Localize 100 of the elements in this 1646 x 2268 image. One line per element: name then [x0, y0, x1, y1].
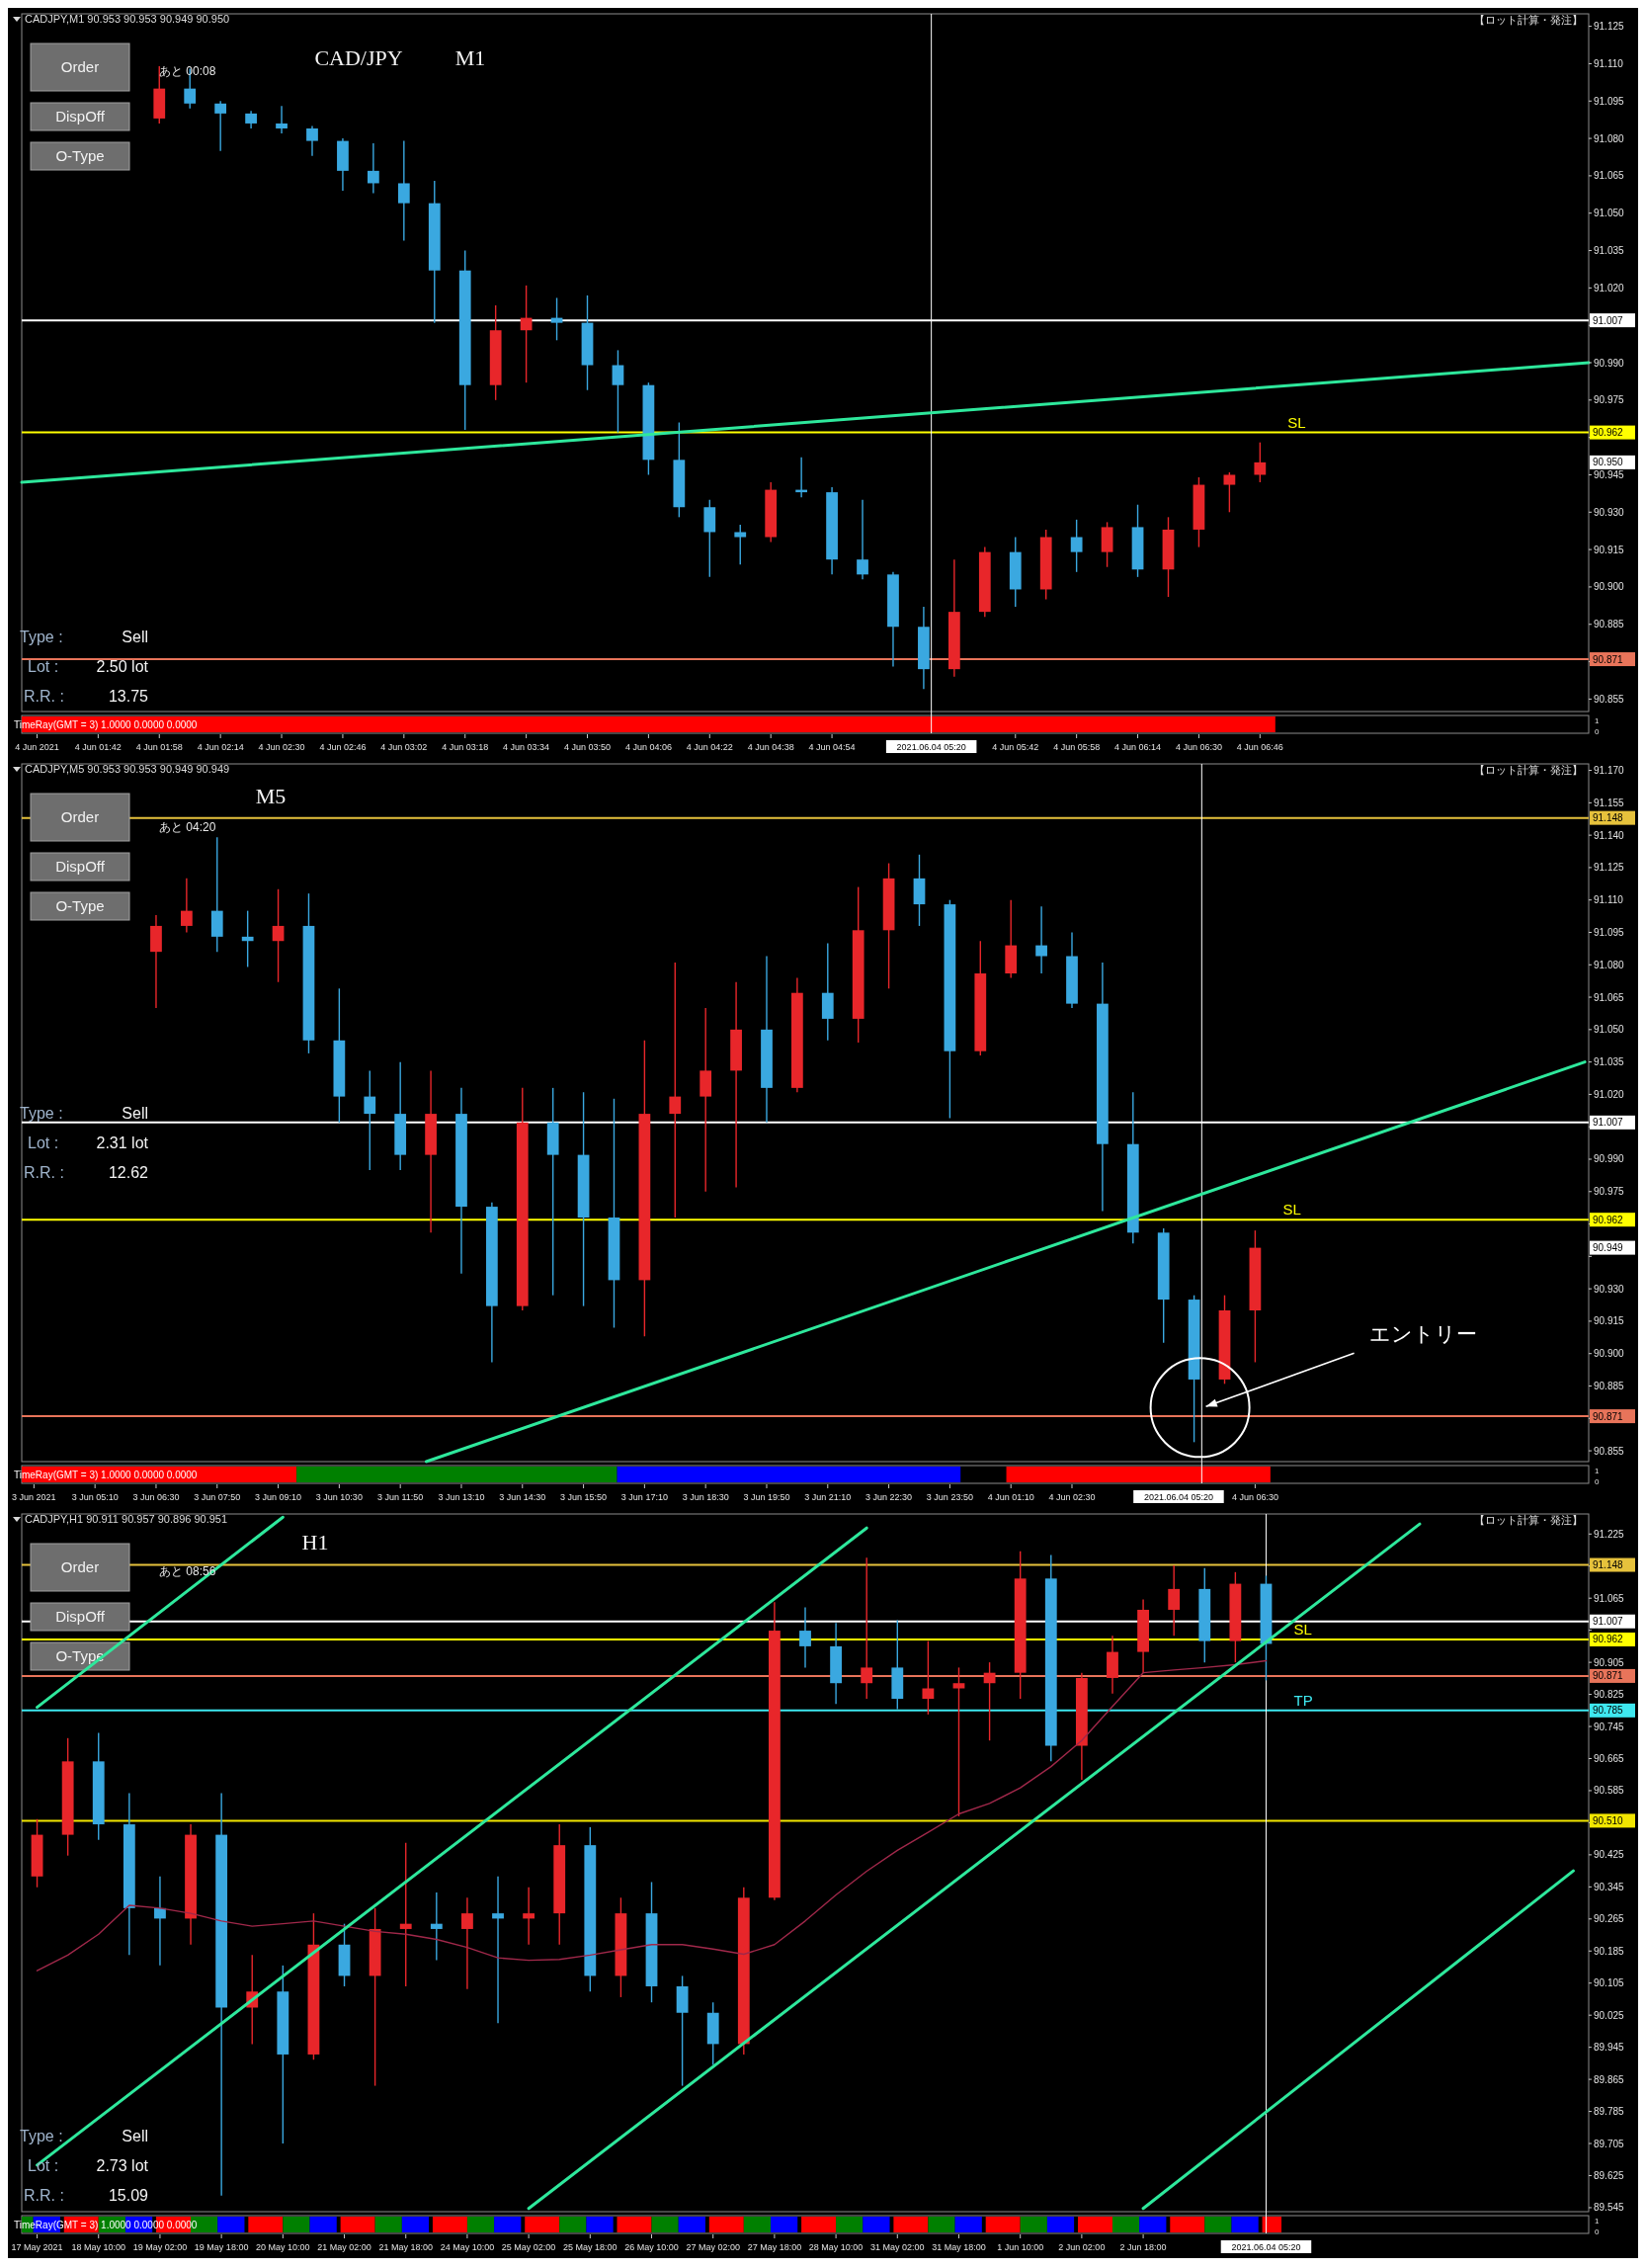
y-tick-label: 91.007	[1593, 1117, 1624, 1129]
y-tick-label: 91.170	[1594, 765, 1625, 777]
x-tick-label: 3 Jun 11:50	[376, 1492, 424, 1502]
annotation: 【ロット計算・発注】	[1474, 14, 1583, 26]
annotation: 【ロット計算・発注】	[1474, 1514, 1583, 1526]
y-tick-label: 89.865	[1594, 2073, 1625, 2085]
y-tick-label: 90.930	[1594, 1283, 1625, 1295]
y-tick-label: 91.050	[1594, 208, 1625, 219]
y-tick-label: 90.871	[1593, 1410, 1624, 1422]
annotation: 13.75	[108, 688, 149, 705]
annotation: R.R. :	[24, 1164, 64, 1181]
x-tick-label: 28 May 10:00	[808, 2242, 864, 2252]
x-tick-label: 21 May 18:00	[378, 2242, 433, 2252]
y-tick-label: 91.125	[1594, 21, 1625, 33]
y-tick-label: 90.950	[1593, 457, 1624, 468]
annotation: CADJPY,M5 90.953 90.953 90.949 90.949	[25, 763, 230, 775]
candlestick	[364, 1069, 376, 1171]
y-tick-label: 90.665	[1594, 1753, 1625, 1765]
y-tick-label: 90.915	[1594, 544, 1625, 555]
candlestick	[550, 296, 563, 342]
ref-line-label: SL	[1287, 413, 1306, 431]
x-tick-label: 4 Jun 2021	[15, 742, 59, 752]
y-tick-label: 90.990	[1594, 357, 1625, 369]
x-tick-label: 4 Jun 01:10	[987, 1492, 1034, 1502]
annotation: Type :	[20, 629, 63, 645]
x-tick-label: 4 Jun 04:22	[686, 742, 733, 752]
y-tick-label: 90.975	[1594, 1186, 1625, 1198]
x-tick-label: 31 May 18:00	[932, 2242, 986, 2252]
annotation: Lot :	[28, 2157, 59, 2174]
x-tick-label: 19 May 02:00	[132, 2242, 188, 2252]
candlestick	[1070, 519, 1083, 573]
x-tick-label: 3 Jun 06:30	[132, 1492, 180, 1502]
candlestick	[368, 142, 379, 195]
x-tick-label: 4 Jun 03:18	[442, 742, 489, 752]
price-tag: 90.871	[1590, 1668, 1635, 1683]
annotation: Type :	[20, 2128, 63, 2144]
y-tick-label: 90.905	[1594, 1656, 1625, 1668]
y-tick-label: 90.871	[1593, 1670, 1624, 1682]
x-tick-label: 3 Jun 23:50	[926, 1492, 973, 1502]
x-tick-label: 27 May 18:00	[747, 2242, 802, 2252]
x-tick-label: 2 Jun 02:00	[1058, 2242, 1106, 2252]
x-tick-label: 19 May 18:00	[194, 2242, 249, 2252]
y-tick-label: 91.148	[1593, 812, 1624, 824]
y-tick-label: 90.745	[1594, 1721, 1625, 1732]
x-tick-label: 3 Jun 09:10	[255, 1492, 302, 1502]
price-tag: 90.962	[1590, 425, 1635, 440]
x-tick-label: 4 Jun 01:42	[74, 742, 122, 752]
annotation: エントリー	[1368, 1322, 1477, 1347]
candlestick	[181, 878, 193, 934]
x-tick-label: 4 Jun 02:30	[1048, 1492, 1096, 1502]
y-tick-label: 90.345	[1594, 1881, 1625, 1892]
y-tick-label: 90.785	[1593, 1705, 1624, 1717]
candlestick	[492, 1876, 504, 2024]
x-tick-label: 25 May 18:00	[563, 2242, 617, 2252]
y-tick-label: 91.148	[1593, 1559, 1624, 1571]
candlestick	[612, 349, 624, 434]
y-tick-label: 91.065	[1594, 991, 1625, 1003]
y-tick-label: 90.885	[1594, 1381, 1625, 1391]
annotation: CADJPY,H1 90.911 90.957 90.896 90.951	[25, 1513, 228, 1525]
price-tag: 90.871	[1590, 652, 1635, 667]
annotation: あと 04:20	[159, 820, 216, 834]
y-tick-label: 91.065	[1594, 170, 1625, 182]
y-tick-label: 90.945	[1594, 468, 1625, 480]
text: 1	[1595, 716, 1600, 725]
y-tick-label: 90.962	[1593, 1634, 1624, 1645]
annotation: 2.73 lot	[96, 2157, 149, 2174]
price-tag: 90.949	[1590, 1240, 1635, 1255]
y-tick-label: 90.265	[1594, 1913, 1625, 1925]
candlestick	[399, 1842, 412, 1987]
candlestick	[669, 962, 682, 1218]
y-tick-label: 89.705	[1594, 2138, 1625, 2149]
ref-line-label: SL	[1293, 1621, 1312, 1638]
y-tick-label: 91.035	[1594, 1056, 1625, 1068]
annotation: 15.09	[108, 2187, 149, 2204]
x-tick-label: 31 May 02:00	[870, 2242, 925, 2252]
x-tick-label: 4 Jun 02:46	[319, 742, 367, 752]
candlestick	[734, 524, 747, 565]
annotation: DispOff	[55, 858, 106, 875]
y-tick-label: 90.885	[1594, 619, 1625, 630]
candlestick	[397, 139, 410, 242]
date-tag: 2021.06.04 05:20	[1133, 1490, 1224, 1503]
x-tick-label: 4 Jun 05:42	[992, 742, 1039, 752]
candlestick	[1254, 441, 1267, 483]
y-tick-label: 90.930	[1594, 506, 1625, 518]
ref-line-label: TP	[1293, 1691, 1313, 1709]
candlestick	[922, 1639, 935, 1716]
x-tick-label: 4 Jun 06:30	[1175, 742, 1222, 752]
annotation: Order	[60, 1558, 100, 1575]
y-tick-label: 90.025	[1594, 2009, 1625, 2021]
x-tick-label: 4 Jun 04:38	[747, 742, 794, 752]
date-tag: 2021.06.04 05:20	[1220, 2240, 1312, 2253]
y-tick-label: 91.007	[1593, 1616, 1624, 1628]
candlestick	[306, 125, 318, 157]
candlestick	[214, 100, 227, 152]
y-tick-label: 90.855	[1594, 1445, 1625, 1457]
annotation: Lot :	[28, 1134, 59, 1151]
y-tick-label: 90.975	[1594, 394, 1625, 406]
x-tick-label: 1 Jun 10:00	[997, 2242, 1044, 2252]
price-tag: 91.007	[1590, 1614, 1635, 1629]
text: 0	[1595, 1477, 1600, 1486]
